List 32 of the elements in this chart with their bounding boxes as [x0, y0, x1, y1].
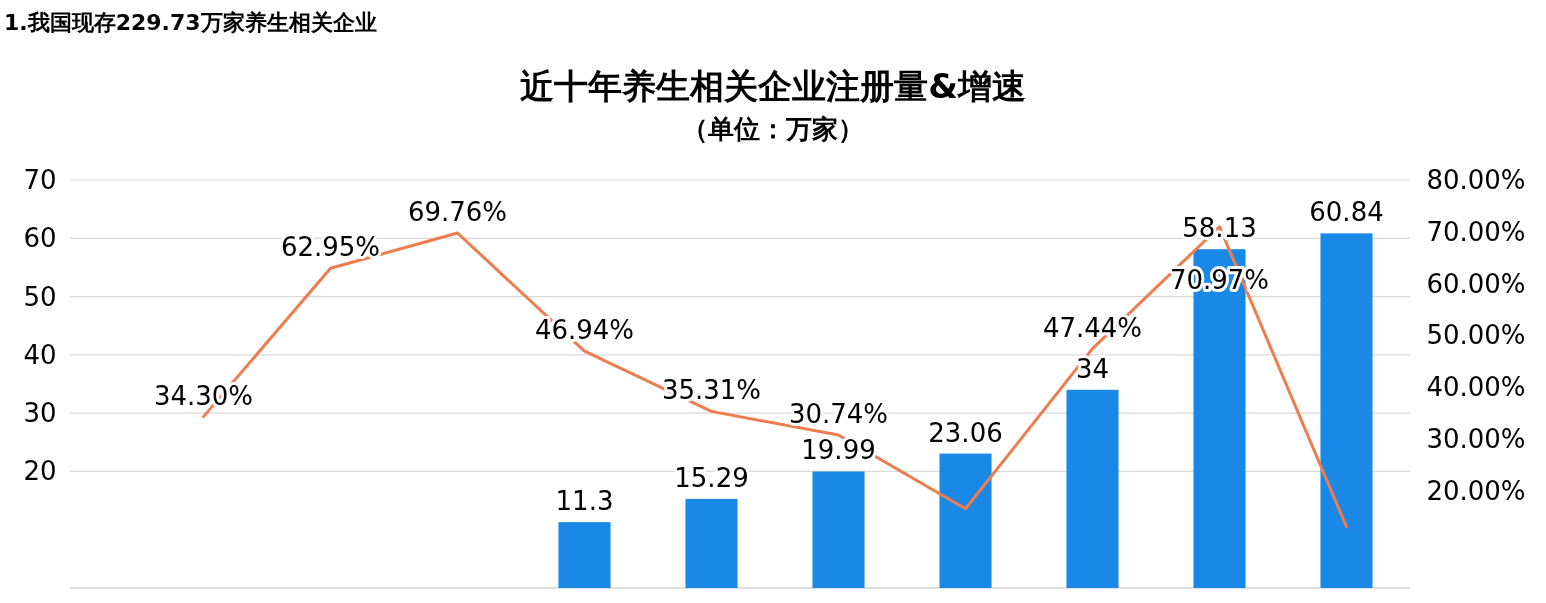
chart-title: 近十年养生相关企业注册量&增速 [520, 66, 1026, 106]
chart-subtitle: （单位：万家） [682, 114, 864, 144]
bar [1066, 389, 1119, 588]
bar [558, 522, 611, 588]
data-label: 30.74% [788, 399, 889, 430]
y2-tick-label: 40.00% [1426, 372, 1526, 403]
data-label: 11.3 [555, 486, 614, 517]
y-tick-label: 60 [23, 223, 57, 254]
data-label: 62.95% [280, 232, 381, 263]
y2-tick-label: 30.00% [1426, 423, 1526, 454]
y2-tick-label: 70.00% [1426, 216, 1526, 247]
y-tick-label: 20 [23, 456, 57, 487]
data-label: 15.29 [674, 462, 749, 493]
text: 1.我国现存229.73万家养生相关企业 [4, 10, 377, 35]
data-label: 69.76% [407, 197, 508, 228]
y-tick-label: 30 [23, 398, 57, 429]
bar [1320, 233, 1373, 588]
y-tick-label: 70 [23, 165, 57, 195]
bar [685, 498, 738, 588]
y2-tick-label: 20.00% [1426, 475, 1526, 506]
y2-tick-label: 60.00% [1426, 268, 1526, 299]
data-label: 35.31% [661, 375, 762, 406]
y-tick-label: 40 [23, 339, 57, 370]
y-tick-label: 50 [23, 281, 57, 312]
data-label: 23.06 [928, 417, 1003, 448]
bar [939, 453, 992, 588]
data-label: 58.13 [1182, 213, 1257, 244]
bar [812, 471, 865, 588]
y2-tick-label: 80.00% [1426, 165, 1526, 195]
y2-tick-label: 50.00% [1426, 320, 1526, 351]
data-label: 34 [1075, 353, 1110, 384]
data-label: 60.84 [1309, 197, 1384, 228]
